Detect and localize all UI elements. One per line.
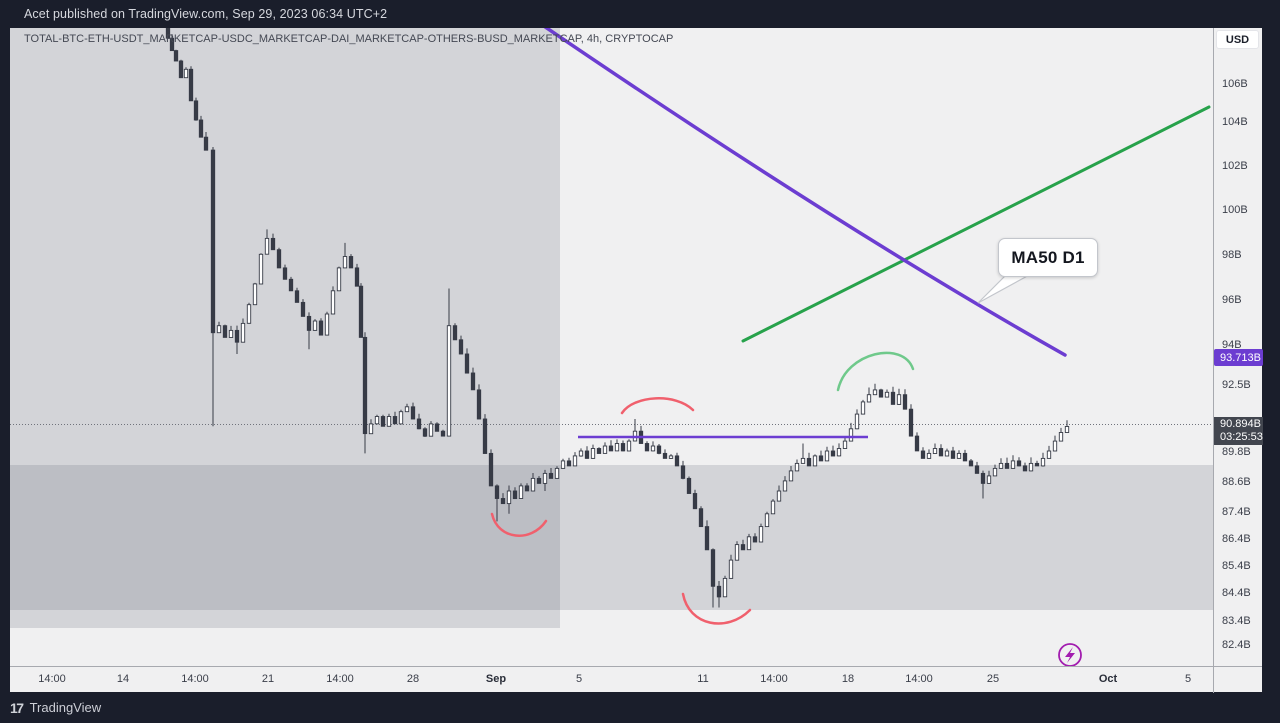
time-label: 21 (261, 673, 275, 685)
currency-button[interactable]: USD (1216, 30, 1259, 49)
time-label: Oct (1098, 673, 1118, 685)
attribution-bar: Acet published on TradingView.com, Sep 2… (0, 0, 1280, 28)
price-label: 89.8B (1222, 446, 1251, 458)
time-label: 18 (841, 673, 855, 685)
time-label: 25 (986, 673, 1000, 685)
price-label: 82.4B (1222, 639, 1251, 651)
price-axis[interactable]: USD 106B 104B 102B 100B 98B 96B 94B 92.5B 89.8B 8… (1213, 28, 1263, 666)
price-label: 104B (1222, 116, 1248, 128)
time-label: 14:00 (905, 673, 933, 685)
chart-plot-area[interactable]: TOTAL-BTC-ETH-USDT_MARKETCAP-USDC_MARKET… (10, 28, 1213, 666)
chart-title: TOTAL-BTC-ETH-USDT_MARKETCAP-USDC_MARKET… (24, 33, 674, 45)
lightning-bolt-icon (1058, 643, 1082, 666)
tradingview-logo-icon[interactable]: 17 (10, 699, 24, 716)
price-label: 83.4B (1222, 615, 1251, 627)
bar-countdown: 03:25:53 (1220, 431, 1263, 443)
axis-corner-divider (1213, 667, 1214, 693)
time-label: 14 (116, 673, 130, 685)
ma50-callout[interactable]: MA50 D1 (998, 238, 1098, 277)
current-price-dotted-line (10, 424, 1213, 425)
price-label: 94B (1222, 339, 1242, 351)
current-price-value: 90.894B (1220, 418, 1261, 430)
shaded-region-band (10, 465, 1213, 610)
price-label: 92.5B (1222, 379, 1251, 391)
candlestick-canvas[interactable] (10, 28, 1213, 666)
time-label: 5 (1184, 673, 1192, 685)
price-label: 96B (1222, 294, 1242, 306)
current-price-badge: 90.894B 03:25:53 (1214, 417, 1263, 445)
price-label: 88.6B (1222, 476, 1251, 488)
time-label: Sep (485, 673, 507, 685)
price-label: 84.4B (1222, 587, 1251, 599)
price-label: 100B (1222, 204, 1248, 216)
attribution-text: Acet published on TradingView.com, Sep 2… (24, 7, 388, 21)
price-label: 106B (1222, 78, 1248, 90)
time-label: 14:00 (326, 673, 354, 685)
shaded-region-left (10, 28, 560, 628)
footer-bar: 17 TradingView (0, 692, 1280, 723)
time-label: 28 (406, 673, 420, 685)
price-label: 98B (1222, 249, 1242, 261)
time-label: 5 (575, 673, 583, 685)
time-label: 11 (697, 673, 709, 685)
price-label: 87.4B (1222, 506, 1251, 518)
price-label: 86.4B (1222, 533, 1251, 545)
ma50-callout-label: MA50 D1 (1011, 247, 1085, 267)
tradingview-brand-text[interactable]: TradingView (29, 700, 102, 715)
time-axis[interactable]: 14:00 14 14:00 21 14:00 28 Sep 5 11 14:00 18 14:00 2… (10, 666, 1262, 693)
time-label: 14:00 (760, 673, 788, 685)
time-label: 14:00 (38, 673, 66, 685)
time-label: 14:00 (181, 673, 209, 685)
price-label: 102B (1222, 160, 1248, 172)
price-label: 85.4B (1222, 560, 1251, 572)
ma-price-badge: 93.713B (1214, 349, 1263, 366)
